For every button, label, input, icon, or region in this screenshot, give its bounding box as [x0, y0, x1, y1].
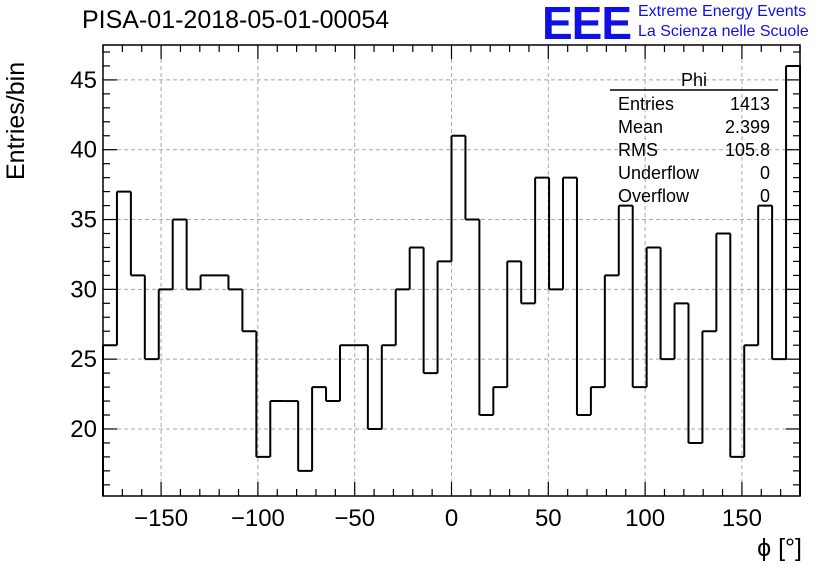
y-tick-label: 45	[70, 67, 97, 94]
histogram-bin	[241, 289, 257, 333]
histogram-bin	[659, 247, 675, 361]
stats-row-label: Underflow	[618, 163, 700, 183]
histogram-bin	[143, 275, 159, 361]
histogram-bin	[422, 247, 438, 375]
histogram-bin	[548, 177, 564, 291]
x-tick-label: 150	[722, 505, 762, 532]
x-tick-label: 0	[445, 505, 458, 532]
y-tick-label: 35	[70, 207, 97, 234]
histogram-bin	[227, 275, 243, 291]
y-tick-label: 30	[70, 276, 97, 303]
histogram-bin	[715, 232, 731, 332]
histogram-bin	[408, 246, 424, 290]
histogram-bin	[380, 344, 396, 429]
histogram-bin	[701, 330, 717, 443]
stats-row-label: Entries	[618, 94, 674, 114]
histogram-bin	[743, 344, 759, 457]
x-tick-label: 100	[625, 505, 665, 532]
histogram-bin	[771, 205, 787, 361]
histogram-bin	[506, 260, 522, 388]
histogram-bin	[617, 204, 633, 276]
histogram-bin	[478, 219, 494, 417]
histogram-bin	[129, 191, 145, 277]
histogram-bin	[603, 274, 619, 388]
stats-row-value: 2.399	[725, 117, 770, 137]
stats-name: Phi	[681, 70, 707, 90]
y-tick-label: 20	[70, 416, 97, 443]
stats-row-value: 1413	[730, 94, 770, 114]
x-axis-label: ϕ [°]	[757, 534, 802, 562]
histogram-bin	[199, 274, 215, 290]
histogram-bin	[436, 260, 452, 374]
histogram-bin	[171, 218, 187, 290]
histogram-bin	[338, 344, 354, 402]
stats-row-label: Overflow	[618, 186, 690, 206]
histogram-bin	[464, 135, 480, 221]
histogram-bin	[534, 176, 550, 304]
histogram-bin	[492, 386, 508, 416]
histogram-bin	[157, 288, 173, 360]
histogram-bin	[269, 400, 285, 457]
histogram-bin	[785, 64, 801, 496]
histogram-bin	[311, 386, 327, 471]
x-tick-label: −150	[134, 505, 188, 532]
histogram-bin	[325, 387, 340, 403]
eee-logo: EEE	[542, 0, 632, 49]
histogram-bin	[673, 302, 689, 360]
histogram-bin	[729, 233, 745, 458]
stats-row-value: 0	[760, 186, 770, 206]
histogram-bin	[394, 288, 410, 346]
chart-title: PISA-01-2018-05-01-00054	[82, 6, 390, 34]
x-tick-label: −100	[231, 505, 285, 532]
stats-row-value: 0	[760, 163, 770, 183]
histogram-bin	[562, 176, 577, 290]
histogram-bin	[102, 344, 117, 496]
logo-text-line2: La Scienza nelle Scuole	[638, 23, 809, 40]
histogram-bin	[450, 134, 466, 262]
histogram-bin	[297, 401, 313, 472]
histogram-bin	[757, 204, 773, 346]
histogram-bin	[366, 345, 382, 430]
histogram-bin	[185, 219, 201, 291]
histogram-bin	[575, 177, 591, 417]
histogram-bin	[589, 386, 605, 416]
y-tick-label: 25	[70, 346, 97, 373]
stats-row-label: Mean	[618, 117, 663, 137]
histogram-bin	[520, 261, 536, 305]
stats-row-value: 105.8	[725, 140, 770, 160]
histogram-bin	[631, 205, 647, 389]
histogram-bin	[115, 190, 131, 346]
stats-row-label: RMS	[618, 140, 658, 160]
y-tick-label: 40	[70, 137, 97, 164]
histogram-bin	[255, 331, 271, 458]
logo-text-line1: Extreme Energy Events	[638, 3, 807, 20]
x-tick-label: −50	[334, 505, 375, 532]
histogram-bin	[645, 246, 661, 388]
histogram-bin	[687, 303, 703, 444]
x-tick-label: 50	[535, 505, 562, 532]
